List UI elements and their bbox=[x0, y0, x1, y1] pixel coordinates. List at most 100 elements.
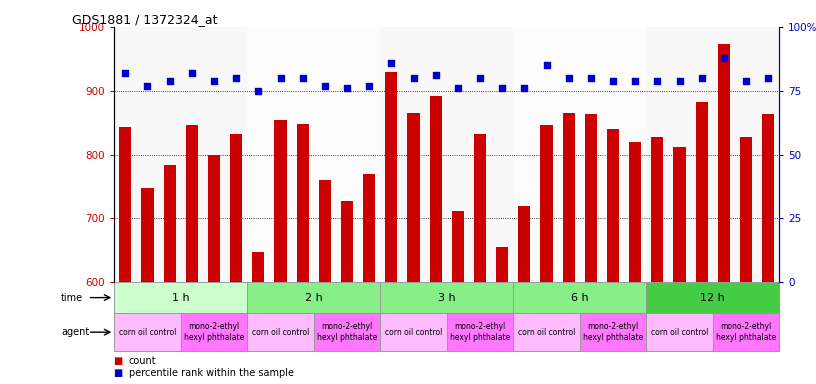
Bar bbox=[651, 137, 663, 282]
Text: GDS1881 / 1372324_at: GDS1881 / 1372324_at bbox=[72, 13, 217, 26]
Bar bbox=[607, 129, 619, 282]
Bar bbox=[119, 127, 131, 282]
Bar bbox=[562, 113, 574, 282]
Point bbox=[141, 83, 154, 89]
Point bbox=[540, 62, 553, 68]
Text: mono-2-ethyl
hexyl phthalate: mono-2-ethyl hexyl phthalate bbox=[184, 323, 244, 342]
Point bbox=[252, 88, 265, 94]
Bar bbox=[385, 71, 397, 282]
Bar bbox=[247, 27, 380, 282]
Bar bbox=[540, 124, 552, 282]
Bar bbox=[513, 313, 579, 351]
Bar bbox=[163, 166, 175, 282]
Point bbox=[673, 78, 686, 84]
Bar bbox=[114, 282, 247, 313]
Bar bbox=[695, 102, 707, 282]
Bar bbox=[513, 282, 646, 313]
Text: 3 h: 3 h bbox=[438, 293, 455, 303]
Bar bbox=[252, 252, 264, 282]
Bar bbox=[513, 27, 646, 282]
Bar bbox=[407, 113, 419, 282]
Point bbox=[185, 70, 198, 76]
Text: time: time bbox=[61, 293, 83, 303]
Bar bbox=[452, 211, 464, 282]
Text: count: count bbox=[129, 356, 157, 366]
Bar bbox=[447, 313, 513, 351]
Text: percentile rank within the sample: percentile rank within the sample bbox=[129, 368, 294, 378]
Point bbox=[717, 55, 730, 61]
Point bbox=[695, 75, 708, 81]
Point bbox=[473, 75, 486, 81]
Text: mono-2-ethyl
hexyl phthalate: mono-2-ethyl hexyl phthalate bbox=[583, 323, 643, 342]
Point bbox=[495, 85, 508, 91]
Bar bbox=[186, 124, 198, 282]
Bar bbox=[313, 313, 380, 351]
Bar bbox=[274, 120, 286, 282]
Bar bbox=[718, 44, 730, 282]
Bar bbox=[114, 27, 247, 282]
Text: agent: agent bbox=[61, 327, 90, 337]
Point bbox=[362, 83, 375, 89]
Bar bbox=[247, 313, 313, 351]
Point bbox=[318, 83, 331, 89]
Point bbox=[407, 75, 420, 81]
Point bbox=[606, 78, 619, 84]
Point bbox=[518, 85, 531, 91]
Bar bbox=[247, 282, 380, 313]
Point bbox=[651, 78, 664, 84]
Point bbox=[628, 78, 641, 84]
Bar bbox=[181, 313, 247, 351]
Text: ■: ■ bbox=[114, 356, 126, 366]
Text: corn oil control: corn oil control bbox=[651, 328, 708, 337]
Text: 6 h: 6 h bbox=[571, 293, 588, 303]
Bar bbox=[646, 282, 779, 313]
Bar bbox=[762, 114, 774, 282]
Bar bbox=[673, 147, 685, 282]
Bar bbox=[230, 134, 242, 282]
Text: mono-2-ethyl
hexyl phthalate: mono-2-ethyl hexyl phthalate bbox=[317, 323, 377, 342]
Bar bbox=[579, 313, 646, 351]
Text: 1 h: 1 h bbox=[172, 293, 189, 303]
Bar bbox=[713, 313, 779, 351]
Point bbox=[429, 72, 442, 78]
Text: mono-2-ethyl
hexyl phthalate: mono-2-ethyl hexyl phthalate bbox=[450, 323, 510, 342]
Bar bbox=[429, 96, 441, 282]
Point bbox=[119, 70, 132, 76]
Text: corn oil control: corn oil control bbox=[252, 328, 309, 337]
Point bbox=[229, 75, 242, 81]
Point bbox=[385, 60, 398, 66]
Bar bbox=[341, 200, 353, 282]
Bar bbox=[629, 142, 641, 282]
Bar bbox=[740, 137, 752, 282]
Bar bbox=[380, 27, 513, 282]
Bar bbox=[208, 154, 220, 282]
Text: corn oil control: corn oil control bbox=[385, 328, 442, 337]
Bar bbox=[141, 188, 153, 282]
Bar bbox=[646, 27, 779, 282]
Point bbox=[274, 75, 287, 81]
Bar bbox=[518, 205, 530, 282]
Text: corn oil control: corn oil control bbox=[518, 328, 575, 337]
Point bbox=[562, 75, 575, 81]
Bar bbox=[319, 180, 331, 282]
Point bbox=[207, 78, 220, 84]
Bar bbox=[380, 282, 513, 313]
Text: mono-2-ethyl
hexyl phthalate: mono-2-ethyl hexyl phthalate bbox=[716, 323, 776, 342]
Bar bbox=[380, 313, 447, 351]
Bar bbox=[114, 313, 181, 351]
Point bbox=[761, 75, 774, 81]
Bar bbox=[474, 134, 486, 282]
Text: 2 h: 2 h bbox=[305, 293, 322, 303]
Text: corn oil control: corn oil control bbox=[119, 328, 176, 337]
Point bbox=[296, 75, 309, 81]
Point bbox=[163, 78, 176, 84]
Bar bbox=[646, 313, 713, 351]
Point bbox=[584, 75, 597, 81]
Text: ■: ■ bbox=[114, 368, 126, 378]
Bar bbox=[363, 174, 375, 282]
Text: 12 h: 12 h bbox=[700, 293, 725, 303]
Bar bbox=[585, 114, 597, 282]
Bar bbox=[296, 124, 308, 282]
Bar bbox=[496, 247, 508, 282]
Point bbox=[451, 85, 464, 91]
